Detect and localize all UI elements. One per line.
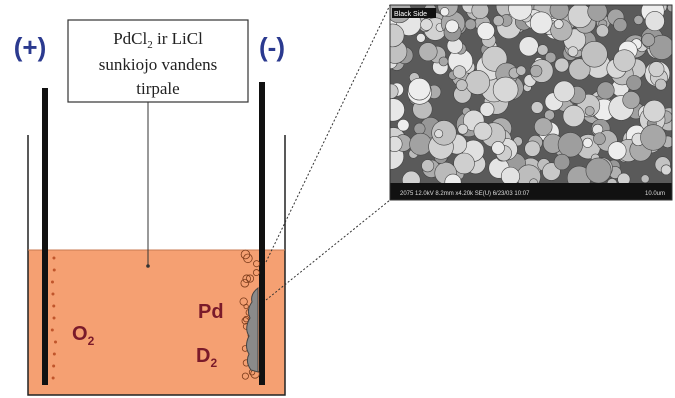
grain: [519, 37, 538, 56]
label-line: sunkiojo vandens: [99, 55, 218, 74]
grain: [446, 20, 459, 33]
grain: [554, 19, 563, 28]
cathode: [259, 82, 265, 385]
bubble: [52, 365, 55, 368]
grain: [614, 18, 627, 31]
grain: [613, 50, 635, 72]
diagram: (+) (-) PdCl2 ir LiCl sunkiojo vandens t…: [0, 0, 675, 398]
grain: [416, 33, 425, 42]
bubble: [53, 317, 56, 320]
bubble: [51, 293, 54, 296]
bubble: [52, 377, 55, 380]
grain: [661, 165, 671, 175]
grain: [419, 43, 437, 61]
grain: [465, 70, 489, 94]
grain: [454, 153, 475, 174]
bubble: [52, 257, 55, 260]
grain: [623, 91, 640, 108]
grain: [474, 122, 492, 140]
grain: [410, 133, 432, 155]
bubble: [51, 329, 54, 332]
grain: [439, 57, 448, 66]
grain: [381, 24, 404, 47]
grain: [640, 125, 666, 151]
grain: [585, 106, 594, 115]
grain: [493, 77, 518, 102]
grain: [525, 141, 541, 157]
grain: [645, 11, 664, 30]
grain: [382, 99, 405, 122]
grain: [558, 133, 583, 158]
grain: [435, 130, 443, 138]
grain: [421, 19, 433, 31]
bubble: [53, 353, 56, 356]
grain: [554, 81, 575, 102]
grain: [649, 62, 664, 77]
grain: [408, 78, 430, 100]
grain: [387, 136, 402, 151]
grain: [634, 15, 643, 24]
grain: [550, 1, 569, 20]
grain: [530, 12, 552, 34]
grain: [440, 7, 449, 16]
grain: [593, 133, 605, 145]
grain: [568, 47, 578, 57]
grain: [641, 175, 649, 183]
grain: [534, 118, 552, 136]
micrograph-tag: Black Side: [394, 11, 427, 18]
grain: [531, 102, 543, 114]
micrograph-info: 2075 12.0kV 8.2mm x4.20k SE(U) 6/23/03 1…: [400, 191, 530, 197]
label-line: tirpale: [136, 79, 179, 98]
grain: [563, 105, 584, 126]
grain: [554, 154, 570, 170]
bubble: [53, 269, 56, 272]
micrograph-scale: 10.0um: [645, 191, 665, 197]
pointer-dot: [146, 264, 150, 268]
grain: [384, 84, 399, 99]
grain: [453, 66, 466, 79]
grain: [582, 41, 608, 67]
grain: [597, 82, 614, 99]
pd-label: Pd: [198, 301, 224, 323]
grain: [477, 22, 494, 39]
grain: [501, 167, 519, 185]
grain: [397, 119, 409, 131]
bubble: [54, 341, 57, 344]
grain: [492, 141, 505, 154]
grain: [643, 100, 665, 122]
grain: [537, 45, 548, 56]
anode: [42, 88, 48, 385]
cathode-label: (-): [259, 32, 285, 62]
grain: [516, 66, 526, 76]
label-line: PdCl2 ir LiCl: [113, 29, 203, 51]
grain: [596, 25, 608, 37]
bubble: [51, 281, 54, 284]
grain: [458, 124, 468, 134]
anode-label: (+): [14, 32, 47, 62]
grain: [530, 65, 542, 77]
grain: [456, 80, 467, 91]
grain: [642, 33, 655, 46]
grain: [472, 2, 489, 19]
grain: [509, 0, 532, 20]
grain: [465, 19, 476, 30]
grain: [655, 79, 666, 90]
grain: [414, 123, 425, 134]
bubble: [52, 305, 55, 308]
grain: [627, 75, 642, 90]
grain: [583, 138, 593, 148]
grain: [608, 142, 626, 160]
grain: [493, 15, 504, 26]
grain: [422, 160, 434, 172]
grain: [555, 58, 569, 72]
grain: [586, 158, 611, 183]
